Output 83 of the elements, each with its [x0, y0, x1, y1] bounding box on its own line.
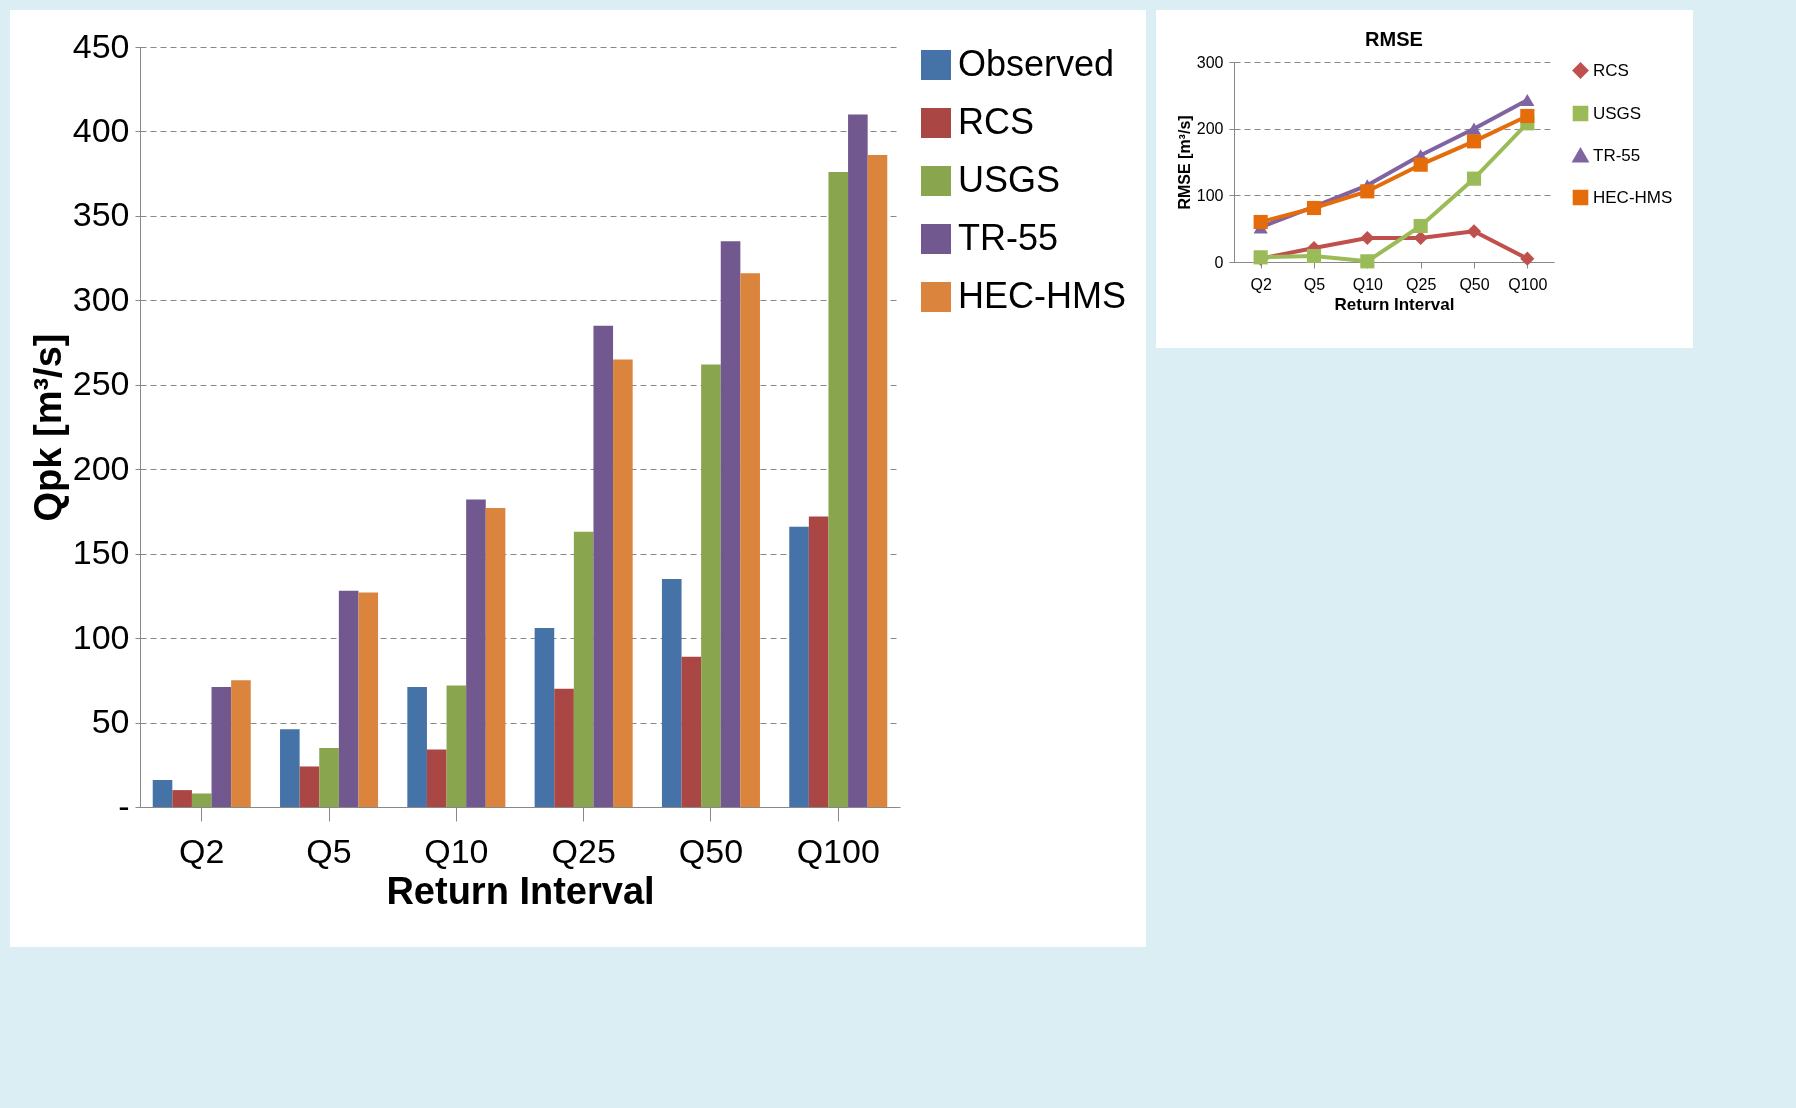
- bar: [573, 531, 594, 807]
- bar: [211, 687, 232, 807]
- chart-title: RMSE: [1365, 28, 1423, 50]
- x-tick-label: Q25: [551, 831, 616, 870]
- y-tick-label: 300: [1196, 53, 1224, 71]
- x-axis-title: Return Interval: [1334, 294, 1455, 314]
- point: [1413, 157, 1428, 172]
- point: [1360, 230, 1375, 246]
- point: [1360, 184, 1375, 199]
- bar: [593, 325, 614, 807]
- point: [1520, 251, 1535, 266]
- point: [1466, 134, 1482, 149]
- bar: [466, 499, 486, 807]
- bar: [299, 766, 320, 807]
- bar: [720, 241, 741, 807]
- bar: [407, 687, 427, 807]
- y-axis-title: RMSE [m³/s]: [1175, 115, 1193, 210]
- y-tick-label: 400: [72, 110, 130, 149]
- x-tick-label: Q2: [1250, 275, 1272, 293]
- point: [1466, 224, 1482, 239]
- bar: [358, 592, 379, 807]
- y-tick-label: 0: [1214, 253, 1224, 271]
- y-axis-title: Qpk [m³/s]: [26, 333, 69, 522]
- bar: [426, 749, 447, 807]
- legend-label: HEC-HMS: [1593, 187, 1673, 207]
- bar: [789, 526, 809, 807]
- bar: [280, 729, 300, 807]
- x-tick-label: Q25: [1406, 275, 1437, 293]
- x-tick-label: Q2: [179, 831, 225, 870]
- x-tick-label: Q100: [796, 831, 880, 870]
- bar: [867, 155, 888, 807]
- legend-label: RCS: [1593, 60, 1629, 80]
- y-tick-label: 100: [72, 617, 130, 656]
- bar: [152, 779, 173, 807]
- y-tick-label: 350: [72, 195, 130, 234]
- bar: [808, 516, 829, 807]
- point: [1360, 254, 1375, 269]
- y-tick-label: 200: [1196, 120, 1224, 138]
- y-tick-label: 450: [72, 26, 130, 65]
- bar: [701, 364, 721, 807]
- y-tick-label: 300: [72, 279, 130, 318]
- bar: [661, 579, 682, 807]
- point: [1520, 93, 1535, 107]
- bar: [534, 627, 555, 807]
- x-tick-label: Q100: [1508, 275, 1548, 293]
- bar: [319, 747, 339, 807]
- x-tick-label: Q5: [306, 831, 352, 870]
- bar: [554, 688, 574, 807]
- bar: [681, 656, 702, 807]
- legend-label: TR-55: [1593, 145, 1641, 165]
- bar: [740, 273, 760, 807]
- bar: [191, 793, 212, 807]
- point: [1466, 171, 1482, 186]
- y-tick-label: 100: [1196, 186, 1224, 204]
- legend-label: RCS: [958, 101, 1035, 142]
- y-tick-label: 150: [72, 533, 130, 572]
- y-tick-label: 200: [72, 448, 130, 487]
- point: [1413, 218, 1428, 234]
- x-tick-label: Q10: [424, 831, 489, 870]
- point: [1253, 214, 1268, 230]
- x-tick-label: Q50: [1459, 275, 1490, 293]
- legend-label: HEC-HMS: [958, 275, 1126, 316]
- y-tick-label: 50: [91, 702, 130, 741]
- y-tick-label: -: [118, 786, 130, 825]
- bar: [446, 685, 467, 807]
- bar: [338, 590, 359, 807]
- x-axis-title: Return Interval: [386, 869, 655, 912]
- y-tick-label: 250: [72, 364, 130, 403]
- point: [1520, 108, 1535, 124]
- bar: [848, 114, 868, 807]
- legend-label: USGS: [958, 159, 1061, 200]
- legend-label: TR-55: [958, 217, 1059, 258]
- x-tick-label: Q5: [1303, 275, 1326, 293]
- x-tick-label: Q10: [1352, 275, 1384, 293]
- bar: [828, 171, 849, 807]
- bar: [172, 790, 192, 807]
- bar: [231, 680, 251, 807]
- x-tick-label: Q50: [678, 831, 744, 870]
- point: [1306, 248, 1322, 264]
- legend-label: Observed: [958, 43, 1115, 84]
- legend-label: USGS: [1593, 103, 1642, 123]
- bar: [485, 508, 506, 807]
- bar: [613, 359, 633, 807]
